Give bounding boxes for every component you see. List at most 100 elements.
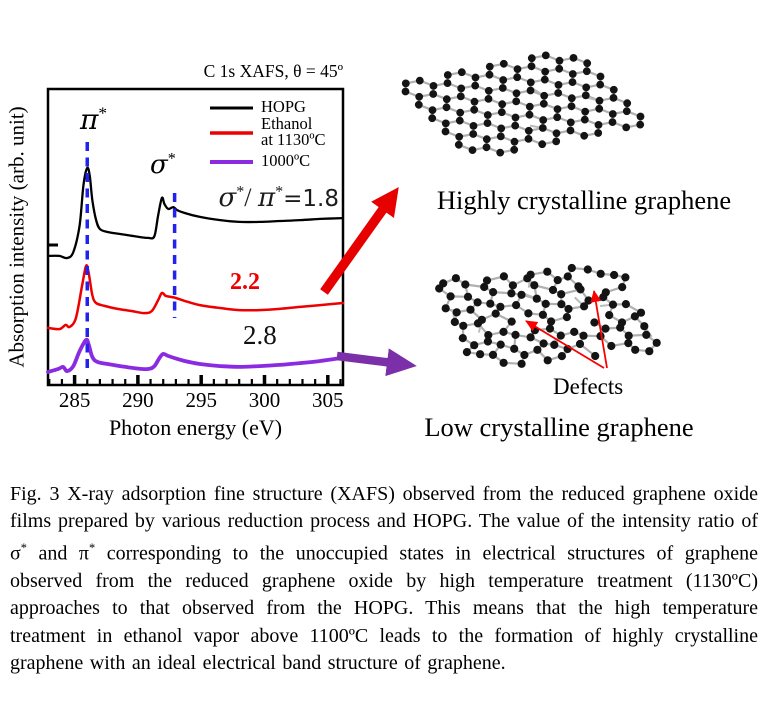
carbon-atom [458, 334, 467, 343]
low-temp-curve [46, 337, 343, 374]
carbon-atom [624, 331, 633, 340]
defect-arrow-right [590, 290, 608, 369]
carbon-atom [489, 288, 498, 297]
carbon-atom [525, 102, 534, 111]
carbon-atom [510, 145, 519, 154]
carbon-atom [470, 341, 479, 350]
carbon-atom [454, 140, 463, 149]
carbon-atom [618, 283, 627, 292]
carbon-atom [429, 82, 438, 90]
carbon-atom [538, 140, 547, 149]
carbon-atom [526, 86, 535, 95]
carbon-atom [557, 290, 566, 299]
carbon-atom [580, 115, 589, 124]
carbon-atom [511, 113, 520, 122]
carbon-atom [466, 305, 475, 314]
x-tick-label: 285 [58, 388, 91, 412]
carbon-atom [480, 282, 489, 292]
carbon-atom [567, 94, 576, 103]
carbon-atom [576, 285, 585, 294]
defects-label: Defects [553, 374, 624, 399]
carbon-atom [555, 64, 564, 73]
carbon-atom [622, 123, 631, 132]
highly-crystalline-label: Highly crystalline graphene [436, 185, 732, 215]
figure-caption: Fig. 3 X-ray adsorption fine structure (… [10, 483, 758, 674]
carbon-atom [525, 110, 534, 119]
carbon-atom [527, 54, 536, 63]
carbon-atom [591, 351, 600, 361]
carbon-atom [491, 309, 500, 318]
carbon-atom [541, 67, 550, 76]
carbon-atom [567, 263, 576, 273]
carbon-atom [608, 300, 618, 309]
carbon-atom [510, 344, 519, 353]
defect-arrows [525, 290, 608, 369]
carbon-atom [566, 126, 575, 135]
carbon-atom [496, 132, 505, 141]
carbon-atom [470, 97, 479, 106]
carbon-atom [550, 340, 559, 349]
carbon-atom [482, 143, 491, 152]
carbon-atom [590, 318, 599, 327]
carbon-atom [540, 75, 549, 84]
carbon-atom [520, 350, 529, 360]
carbon-atom [636, 308, 646, 317]
carbon-atom [507, 317, 516, 326]
carbon-atom [469, 122, 478, 130]
carbon-atom [594, 121, 603, 129]
carbon-atom [485, 62, 494, 71]
carbon-atom [526, 78, 535, 87]
x-tick-label: 290 [122, 388, 154, 412]
carbon-atom [459, 321, 468, 330]
carbon-atom [583, 265, 592, 274]
carbon-atom [457, 68, 466, 77]
carbon-atom [511, 121, 520, 130]
carbon-atom [616, 323, 625, 332]
carbon-atom [582, 83, 591, 92]
carbon-atom [594, 129, 603, 137]
carbon-atom [499, 327, 508, 336]
carbon-atom [527, 62, 536, 71]
carbon-atom [441, 119, 450, 128]
highly-crystalline-graphene-image [401, 51, 645, 157]
carbon-atom [496, 340, 505, 349]
carbon-atom [555, 56, 564, 65]
carbon-atom [599, 293, 608, 302]
carbon-atom [482, 276, 492, 285]
carbon-atom [543, 267, 552, 276]
carbon-atom [564, 304, 573, 314]
carbon-atom [543, 356, 552, 365]
legend-label-hopg: HOPG [261, 97, 306, 116]
carbon-atom [642, 330, 651, 339]
x-tick-label: 295 [185, 388, 217, 412]
carbon-atom [582, 67, 591, 76]
x-tick-label: 305 [312, 388, 344, 412]
carbon-atom [607, 341, 616, 351]
carbon-atom [566, 118, 575, 127]
carbon-atom [428, 106, 437, 114]
carbon-atom [609, 94, 618, 102]
carbon-atom [547, 317, 556, 326]
carbon-atom [511, 301, 521, 310]
carbon-atom [414, 100, 423, 109]
carbon-atom [513, 65, 522, 73]
carbon-atom [581, 91, 590, 100]
carbon-atom [455, 132, 464, 141]
carbon-atom [511, 330, 520, 339]
carbon-atom [428, 114, 437, 123]
carbon-atom [526, 270, 535, 279]
carbon-atom [455, 116, 464, 125]
carbon-atom [539, 116, 548, 124]
carbon-atom [442, 103, 451, 112]
carbon-atom [539, 339, 548, 348]
carbon-atom [630, 312, 640, 321]
carbon-atom [541, 51, 550, 60]
carbon-atom [401, 79, 410, 88]
carbon-atom [471, 73, 480, 82]
carbon-atom [554, 81, 563, 89]
sigma-pi-ratio-hopg: σ*/ π*=1.8 [218, 183, 339, 213]
carbon-atom [596, 269, 605, 278]
carbon-atom [569, 54, 578, 62]
carbon-atom [623, 99, 632, 108]
